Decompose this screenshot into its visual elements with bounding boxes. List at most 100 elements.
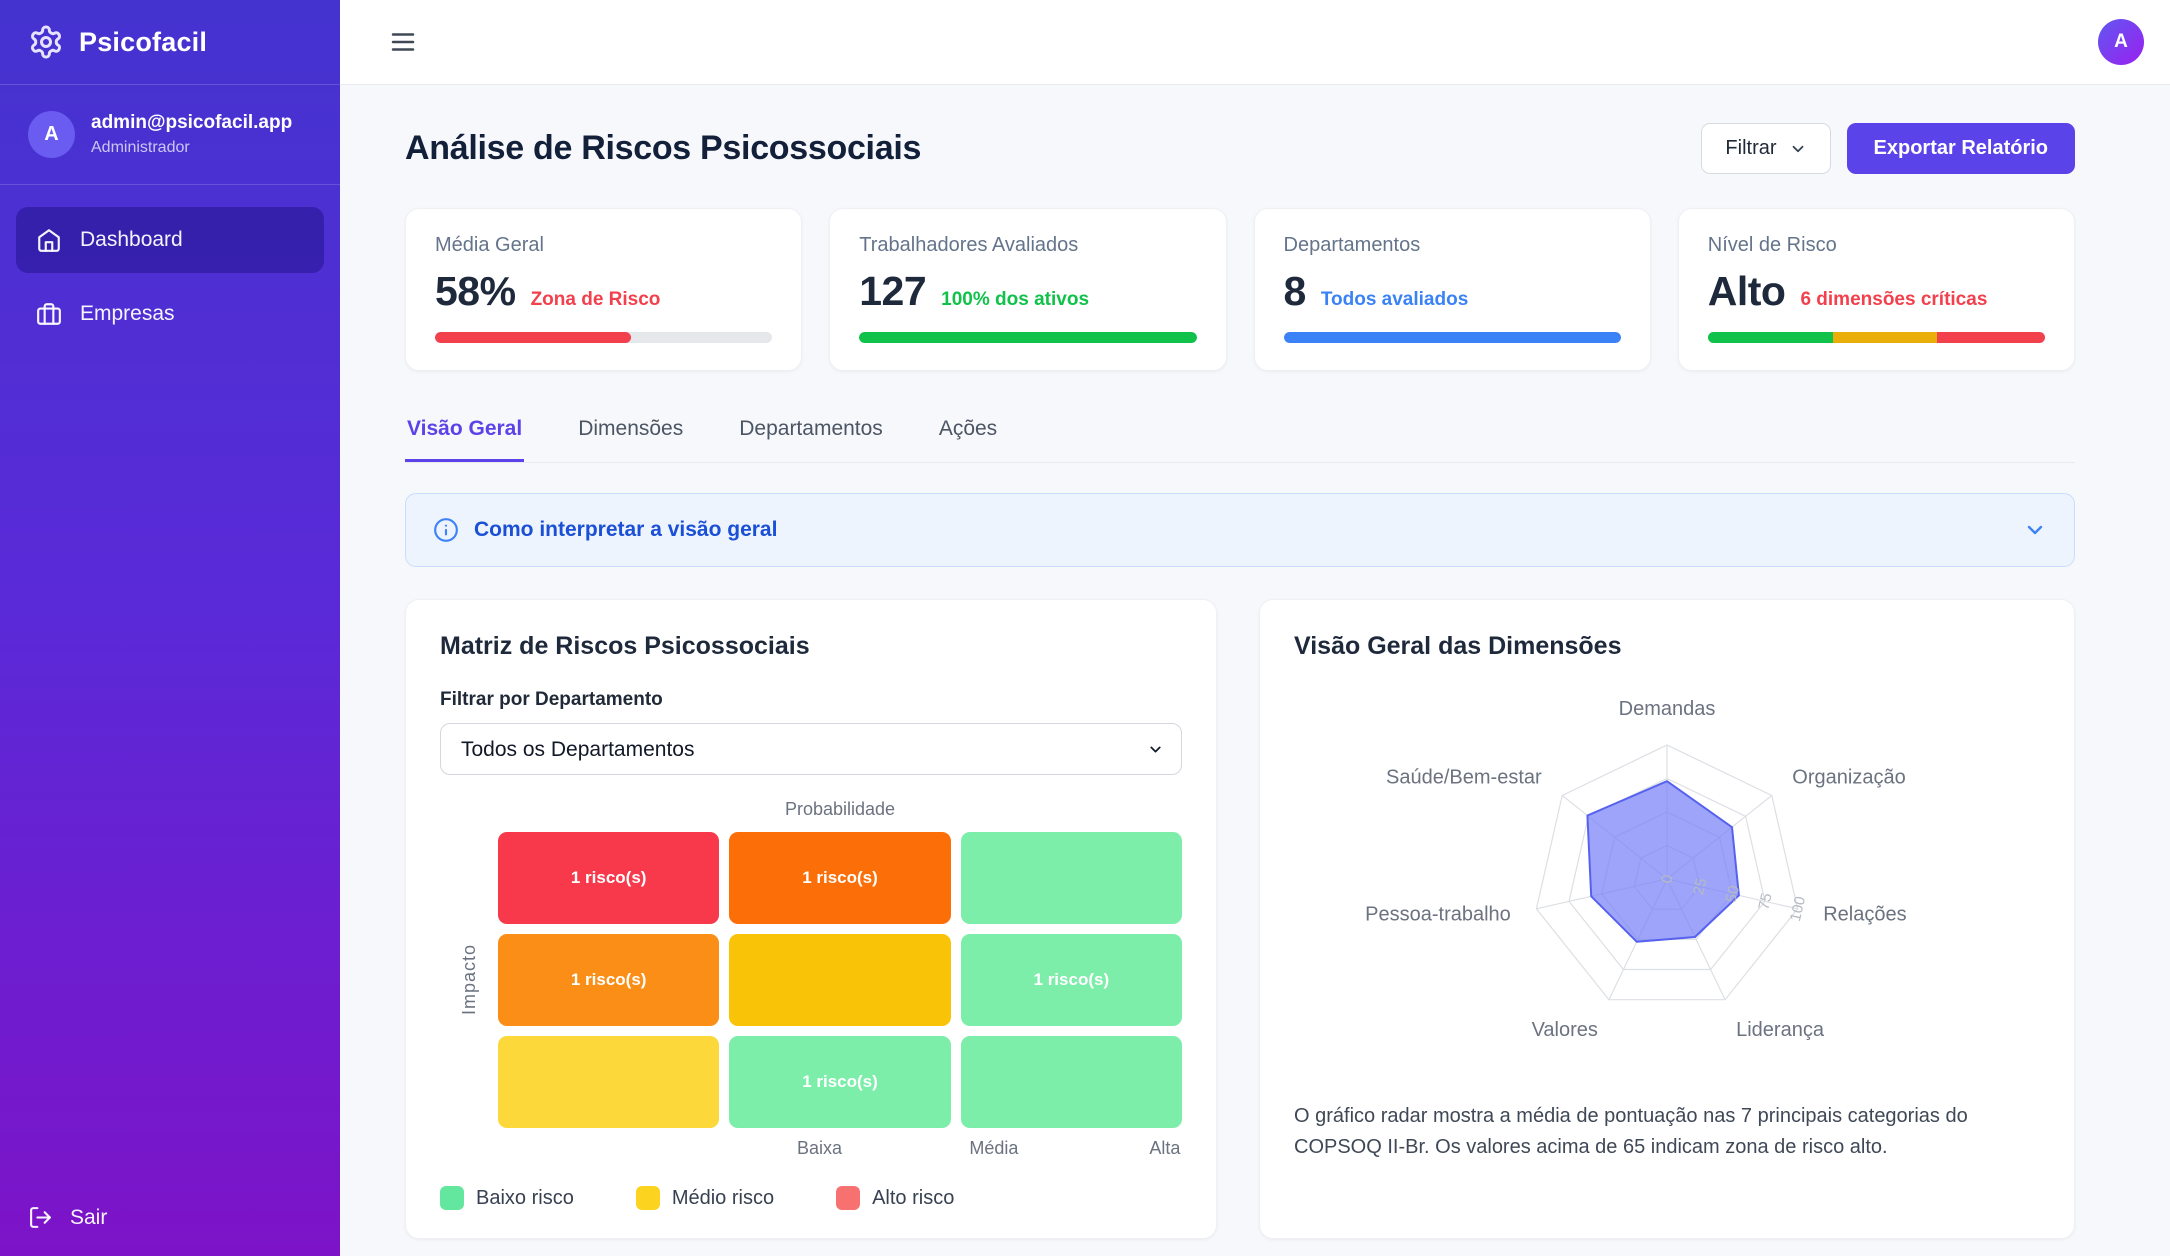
risk-matrix-card: Matriz de Riscos Psicossociais Filtrar p… [405, 599, 1217, 1239]
legend-swatch [635, 1186, 660, 1210]
brand-name: Psicofacil [79, 26, 208, 57]
svg-text:Demandas: Demandas [1619, 698, 1716, 720]
svg-text:0: 0 [1658, 873, 1676, 885]
progress-bar [859, 332, 1197, 343]
user-role: Administrador [91, 139, 190, 156]
sidebar-item-dashboard[interactable]: Dashboard [16, 207, 324, 273]
filter-button[interactable]: Filtrar [1701, 123, 1831, 174]
stat-value: 58% [435, 268, 516, 314]
logout-icon [30, 1207, 51, 1228]
risk-matrix-grid: 1 risco(s) 1 risco(s) 1 risco(s) 1 risco… [498, 832, 1182, 1128]
sidebar-nav: Dashboard Empresas [0, 185, 340, 369]
svg-text:100: 100 [1787, 895, 1809, 923]
user-avatar: A [28, 111, 75, 158]
legend-label: Baixo risco [476, 1186, 574, 1209]
logout-button[interactable]: Sair [28, 1205, 107, 1230]
sidebar-item-label: Dashboard [80, 228, 183, 251]
stat-value: Alto [1707, 268, 1786, 314]
legend-item-baixo: Baixo risco [440, 1186, 574, 1210]
stat-card-departamentos: Departamentos 8 Todos avaliados [1253, 208, 1651, 371]
stat-card-media-geral: Média Geral 58% Zona de Risco [405, 208, 803, 371]
matrix-cell [729, 934, 951, 1026]
info-icon [434, 518, 458, 542]
tab-acoes[interactable]: Ações [938, 417, 998, 440]
stat-card-trabalhadores: Trabalhadores Avaliados 127 100% dos ati… [829, 208, 1227, 371]
interpretation-banner[interactable]: Como interpretar a visão geral [405, 493, 2075, 567]
svg-text:25: 25 [1690, 877, 1710, 897]
chevron-down-icon[interactable] [2023, 518, 2047, 542]
topbar-avatar[interactable]: A [2098, 19, 2144, 65]
menu-icon[interactable] [388, 27, 418, 57]
matrix-cell [960, 832, 1182, 924]
radar-title: Visão Geral das Dimensões [1294, 632, 1622, 660]
sidebar-user: A admin@psicofacil.app Administrador [0, 85, 340, 185]
legend-item-alto: Alto risco [836, 1186, 954, 1210]
department-filter-label: Filtrar por Departamento [440, 689, 663, 710]
chevron-down-icon [1792, 145, 1803, 152]
svg-text:Saúde/Bem-estar: Saúde/Bem-estar [1386, 767, 1542, 789]
progress-bar [1283, 332, 1621, 343]
stat-label: Média Geral [435, 234, 544, 256]
banner-text: Como interpretar a visão geral [474, 518, 778, 541]
gear-icon [31, 25, 61, 59]
sidebar-item-label: Empresas [80, 302, 175, 325]
matrix-cell: 1 risco(s) [729, 832, 951, 924]
main-content: Análise de Riscos Psicossociais Filtrar … [340, 85, 2170, 1256]
legend-item-medio: Médio risco [635, 1186, 775, 1210]
logout-label: Sair [70, 1205, 108, 1229]
user-email: admin@psicofacil.app [91, 112, 293, 133]
radar-description: O gráfico radar mostra a média de pontua… [1294, 1105, 1968, 1158]
stat-caption: Zona de Risco [530, 289, 661, 310]
svg-text:Relações: Relações [1823, 903, 1906, 925]
x-tick: Baixa [796, 1138, 842, 1158]
stat-caption: 6 dimensões críticas [1800, 289, 1988, 310]
matrix-title: Matriz de Riscos Psicossociais [440, 632, 810, 660]
stat-label: Nível de Risco [1707, 234, 1837, 256]
svg-text:75: 75 [1755, 891, 1775, 911]
tab-departamentos[interactable]: Departamentos [739, 417, 883, 440]
sidebar-item-empresas[interactable]: Empresas [16, 281, 324, 347]
svg-text:Liderança: Liderança [1736, 1019, 1825, 1041]
page-title: Análise de Riscos Psicossociais [405, 129, 922, 167]
sidebar: Psicofacil A admin@psicofacil.app Admini… [0, 0, 340, 1256]
matrix-cell: 1 risco(s) [498, 832, 720, 924]
matrix-cell: 1 risco(s) [960, 934, 1182, 1026]
svg-text:50: 50 [1723, 884, 1743, 904]
svg-text:Organização: Organização [1792, 767, 1905, 789]
matrix-legend: Baixo risco Médio risco Alto risco [440, 1186, 1182, 1210]
x-tick: Alta [1149, 1138, 1181, 1158]
matrix-cell [960, 1036, 1182, 1128]
tab-dimensoes[interactable]: Dimensões [578, 417, 684, 440]
stat-caption: Todos avaliados [1320, 289, 1469, 310]
x-tick: Média [969, 1138, 1019, 1158]
legend-swatch [836, 1186, 861, 1210]
briefcase-icon [37, 303, 61, 325]
matrix-cell [498, 1036, 720, 1128]
home-icon [38, 229, 60, 252]
filter-button-label: Filtrar [1725, 137, 1777, 159]
export-report-button[interactable]: Exportar Relatório [1846, 123, 2075, 174]
matrix-y-axis-title: Impacto [458, 944, 479, 1016]
matrix-cell: 1 risco(s) [729, 1036, 951, 1128]
stat-caption: 100% dos ativos [941, 289, 1090, 310]
progress-bar [435, 332, 773, 343]
stat-label: Departamentos [1283, 234, 1421, 256]
tab-visao-geral[interactable]: Visão Geral [405, 413, 525, 462]
legend-swatch [440, 1186, 464, 1210]
matrix-cell: 1 risco(s) [498, 934, 720, 1026]
matrix-x-axis-title: Probabilidade [784, 799, 896, 819]
stat-cards: Média Geral 58% Zona de Risco Trabalhado… [405, 208, 2075, 371]
brand-logo: Psicofacil [0, 0, 340, 85]
department-select[interactable]: Todos os Departamentos [440, 723, 1182, 775]
legend-label: Alto risco [872, 1186, 955, 1209]
tab-bar: Visão Geral Dimensões Departamentos Açõe… [405, 413, 2075, 463]
topbar: A [340, 0, 2170, 85]
stat-value: 8 [1283, 268, 1307, 314]
stat-card-nivel-risco: Nível de Risco Alto 6 dimensões críticas [1677, 208, 2075, 371]
matrix-x-ticks: Baixa Média Alta [498, 1128, 1182, 1160]
svg-text:Valores: Valores [1532, 1019, 1598, 1041]
radar-chart: 0 25 50 75 100 Demandas Organização Relações Lid… [1365, 698, 1906, 1041]
legend-label: Médio risco [671, 1186, 775, 1209]
stat-value: 127 [859, 268, 927, 314]
svg-text:Pessoa-trabalho: Pessoa-trabalho [1365, 903, 1511, 925]
